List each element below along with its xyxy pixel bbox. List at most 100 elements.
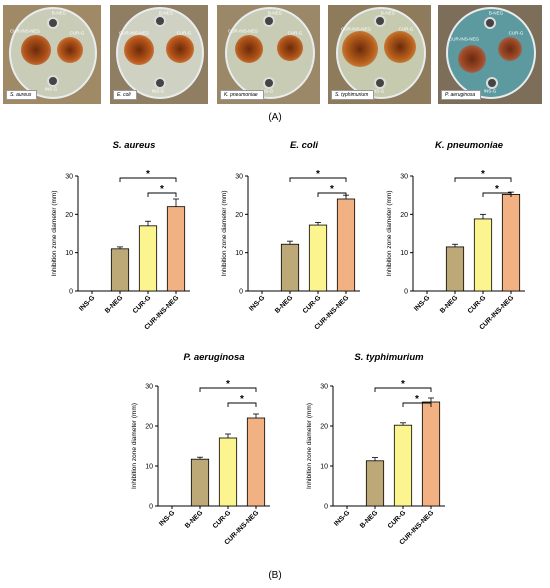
chart-title: S. aureus: [113, 140, 156, 151]
y-tick-label: 20: [145, 424, 153, 431]
bar-chart-s-aureus: S. aureus Inhibition zone diameter (mm) 0 1…: [30, 136, 200, 346]
x-category-label: CUR-G: [212, 509, 233, 530]
photo-caption: S. typhimurium: [331, 90, 375, 100]
significance-bracket: [119, 177, 177, 182]
bar-cur-g: [138, 225, 158, 292]
panel-b-label: (B): [268, 570, 282, 581]
significance-star: *: [495, 184, 499, 195]
petri-dish-photo-e-coli: B-NEG CUR-INS-NEG CUR-G INS-G E. coli: [110, 5, 208, 104]
x-category-label: B-NEG: [104, 294, 124, 314]
dish-label: CUR-G: [69, 30, 85, 36]
petri-dish-photo-p-aeruginosa: B-NEG CUR-INS-NEG CUR-G INS-G P. aerugin…: [438, 5, 542, 104]
significance-star: *: [240, 394, 244, 405]
dish-label: INS-G: [371, 88, 385, 94]
petri-dish-photo-k-pneumoniae: B-NEG CUR-INS-NEG CUR-G INS-G K. pneumon…: [217, 5, 320, 104]
bar-cur-g: [393, 424, 413, 507]
x-category-label: CUR-G: [132, 294, 153, 315]
bar-chart-p-aeruginosa: P. aeruginosa Inhibition zone diameter (m…: [110, 348, 280, 563]
y-axis-label: Inhibition zone diameter (mm): [306, 403, 313, 489]
y-tick-label: 10: [400, 250, 408, 257]
photo-caption: P. aeruginosa: [441, 90, 482, 100]
x-category-label: B-NEG: [439, 294, 459, 314]
significance-star: *: [481, 169, 485, 180]
dish-label: CUR-INS-NEG: [10, 28, 40, 34]
dish-label: CUR-G: [508, 30, 524, 36]
y-tick-label: 0: [404, 289, 408, 296]
x-category-label: CUR-G: [387, 509, 408, 530]
bar-b-neg: [365, 460, 385, 507]
bar-chart-s-typhimurium: S. typhimurium Inhibition zone diameter (…: [285, 348, 455, 563]
x-category-label: INS-G: [333, 509, 351, 527]
y-axis-label: Inhibition zone diameter (mm): [386, 191, 393, 277]
petri-dish-photo-row: B-NEG CUR-INS-NEG CUR-G INS-G S. aureus …: [0, 0, 550, 108]
chart-svg: S. typhimurium Inhibition zone diameter (…: [306, 352, 445, 546]
y-axis-label: Inhibition zone diameter (mm): [131, 403, 138, 489]
chart-title: S. typhimurium: [354, 352, 424, 363]
dish-label: CUR-G: [398, 26, 414, 32]
y-tick-label: 30: [145, 384, 153, 391]
significance-bracket: [199, 387, 257, 392]
x-category-label: INS-G: [413, 294, 431, 312]
bar-cur-ins-neg: [246, 417, 266, 507]
significance-star: *: [226, 379, 230, 390]
significance-star: *: [146, 169, 150, 180]
y-tick-label: 0: [239, 289, 243, 296]
y-tick-label: 0: [69, 289, 73, 296]
y-tick-label: 20: [400, 212, 408, 219]
significance-star: *: [330, 184, 334, 195]
significance-bracket: [317, 192, 347, 197]
y-tick-label: 10: [235, 250, 243, 257]
y-tick-label: 30: [65, 174, 73, 181]
x-category-label: INS-G: [78, 294, 96, 312]
bar-b-neg: [190, 458, 210, 507]
dish-label: INS-G: [44, 86, 58, 92]
dish-label: B-NEG: [380, 10, 396, 16]
y-tick-label: 0: [149, 504, 153, 511]
y-tick-label: 30: [400, 174, 408, 181]
photo-caption: S. aureus: [6, 90, 38, 100]
y-tick-label: 10: [320, 464, 328, 471]
y-tick-label: 30: [320, 384, 328, 391]
y-tick-label: 10: [65, 250, 73, 257]
y-tick-label: 20: [235, 212, 243, 219]
dish-label: CUR-INS-NEG: [228, 28, 258, 34]
bar-cur-ins-neg: [336, 198, 356, 292]
dish-label: CUR-INS-NEG: [341, 26, 371, 32]
dish-label: INS-G: [260, 88, 274, 94]
dish-label: B-NEG: [158, 10, 174, 16]
y-axis-label: Inhibition zone diameter (mm): [221, 191, 228, 277]
dish-label: CUR-INS-NEG: [449, 36, 479, 42]
dish-label: CUR-G: [176, 30, 192, 36]
chart-svg: K. pneumoniae Inhibition zone diameter (m…: [386, 140, 525, 331]
dish-label: INS-G: [483, 88, 497, 94]
y-tick-label: 30: [235, 174, 243, 181]
dish-label: CUR-INS-NEG: [119, 30, 149, 36]
bar-b-neg: [280, 243, 300, 292]
chart-svg: S. aureus Inhibition zone diameter (mm) 0 1…: [51, 140, 190, 331]
chart-svg: P. aeruginosa Inhibition zone diameter (m…: [131, 352, 270, 546]
x-category-label: B-NEG: [274, 294, 294, 314]
petri-dish-photo-s-typhimurium: B-NEG CUR-INS-NEG CUR-G INS-G S. typhimu…: [328, 5, 431, 104]
significance-star: *: [160, 184, 164, 195]
chart-svg: E. coli Inhibition zone diameter (mm) 0 10 2…: [221, 140, 360, 331]
petri-dish-photo-s-aureus: B-NEG CUR-INS-NEG CUR-G INS-G S. aureus: [3, 5, 101, 104]
dish-label: CUR-G: [287, 30, 303, 36]
x-category-label: INS-G: [158, 509, 176, 527]
y-tick-label: 0: [324, 504, 328, 511]
y-tick-label: 20: [320, 424, 328, 431]
chart-title: E. coli: [290, 140, 318, 151]
dish-label: B-NEG: [51, 10, 67, 16]
bar-cur-g: [473, 218, 493, 292]
significance-bracket: [402, 402, 432, 407]
chart-title: K. pneumoniae: [435, 140, 504, 151]
photo-caption: E. coli: [113, 90, 137, 100]
panel-a-label: (A): [268, 112, 282, 123]
chart-title: P. aeruginosa: [183, 352, 244, 363]
dish-label: B-NEG: [488, 10, 504, 16]
significance-star: *: [415, 394, 419, 405]
x-category-label: B-NEG: [184, 509, 204, 529]
y-axis-label: Inhibition zone diameter (mm): [51, 191, 58, 277]
photo-caption: K. pneumoniae: [220, 90, 264, 100]
significance-bracket: [454, 177, 512, 182]
bar-cur-ins-neg: [421, 401, 441, 507]
